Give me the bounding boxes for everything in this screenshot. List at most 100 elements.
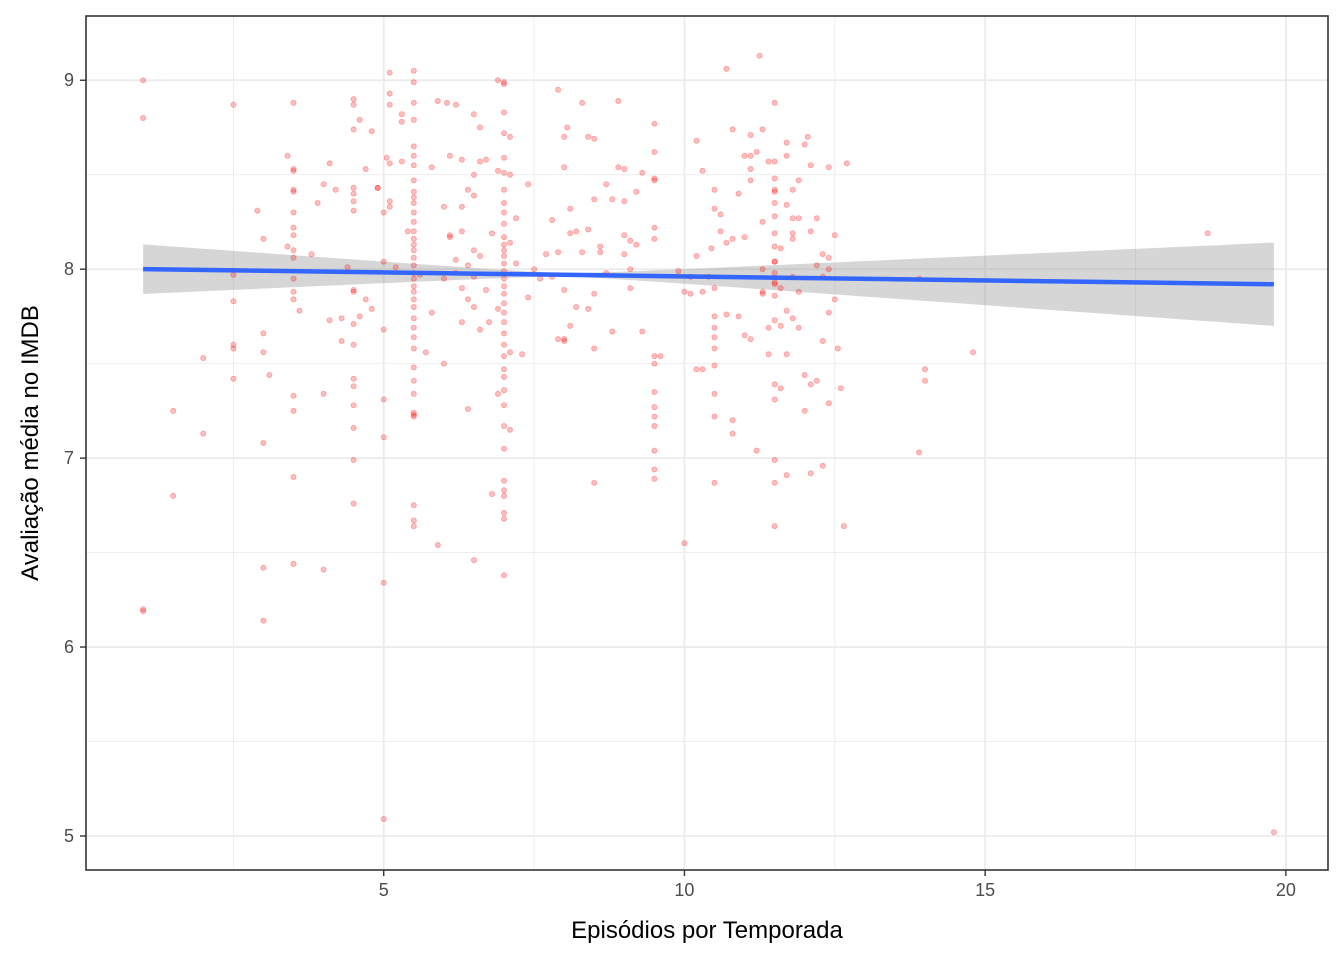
data-point (356, 313, 363, 320)
regression-line (143, 266, 1274, 287)
data-point (500, 422, 507, 429)
data-point (290, 188, 297, 195)
data-point (651, 148, 658, 155)
data-point (561, 133, 568, 140)
data-point (506, 349, 513, 356)
data-point (290, 254, 297, 261)
data-point (603, 181, 610, 188)
data-point (350, 424, 357, 431)
data-point (717, 211, 724, 218)
data-point (765, 324, 772, 331)
data-point (1270, 829, 1277, 836)
data-point (170, 407, 177, 414)
data-point (500, 275, 507, 282)
data-points (140, 52, 1277, 836)
data-point (266, 371, 273, 378)
data-point (771, 99, 778, 106)
trend-line-layer (143, 266, 1274, 287)
data-point (801, 407, 808, 414)
data-point (699, 288, 706, 295)
data-point (290, 209, 297, 216)
data-point (717, 228, 724, 235)
data-point (410, 283, 417, 290)
data-point (476, 158, 483, 165)
data-point (579, 99, 586, 106)
data-point (759, 266, 766, 273)
data-point (693, 137, 700, 144)
data-point (500, 199, 507, 206)
data-point (597, 243, 604, 250)
data-point (711, 362, 718, 369)
data-point (392, 264, 399, 271)
data-point (380, 258, 387, 265)
data-point (500, 300, 507, 307)
data-point (681, 288, 688, 295)
data-point (500, 353, 507, 360)
data-point (260, 349, 267, 356)
data-point (747, 165, 754, 172)
data-point (579, 249, 586, 256)
data-point (470, 557, 477, 564)
data-point (506, 426, 513, 433)
confidence-band (143, 242, 1274, 326)
data-point (633, 188, 640, 195)
y-axis-title: Avaliação média no IMDB (17, 305, 44, 581)
data-point (440, 275, 447, 282)
data-point (500, 79, 507, 86)
data-point (771, 175, 778, 182)
data-point (386, 198, 393, 205)
data-point (140, 606, 147, 613)
major-gridlines (86, 16, 1328, 870)
data-point (813, 377, 820, 384)
data-point (374, 184, 381, 191)
data-point (386, 69, 393, 76)
data-point (500, 366, 507, 373)
data-point (651, 177, 658, 184)
data-point (254, 207, 261, 214)
data-point (651, 360, 658, 367)
data-point (356, 116, 363, 123)
data-point (350, 341, 357, 348)
data-point (506, 239, 513, 246)
data-point (500, 109, 507, 116)
data-point (500, 154, 507, 161)
data-point (783, 307, 790, 314)
data-point (350, 184, 357, 191)
data-point (284, 152, 291, 159)
data-point (795, 215, 802, 222)
data-point (771, 281, 778, 288)
data-point (693, 252, 700, 259)
data-point (561, 337, 568, 344)
data-point (296, 307, 303, 314)
data-point (765, 351, 772, 358)
data-point (140, 115, 147, 122)
data-point (410, 116, 417, 123)
y-axis: 5 6 7 8 9 (64, 70, 86, 846)
data-point (170, 492, 177, 499)
data-point (573, 303, 580, 310)
data-point (350, 456, 357, 463)
data-point (741, 152, 748, 159)
data-point (458, 285, 465, 292)
data-point (500, 572, 507, 579)
data-point (506, 171, 513, 178)
data-point (639, 328, 646, 335)
data-point (350, 375, 357, 382)
data-point (320, 181, 327, 188)
data-point (362, 165, 369, 172)
data-point (290, 560, 297, 567)
data-point (711, 413, 718, 420)
data-point (500, 515, 507, 522)
data-point (290, 99, 297, 106)
data-point (585, 305, 592, 312)
data-point (410, 67, 417, 74)
data-point (410, 409, 417, 416)
data-point (500, 186, 507, 193)
data-point (440, 203, 447, 210)
data-point (380, 579, 387, 586)
data-point (260, 439, 267, 446)
data-point (482, 156, 489, 163)
data-point (200, 354, 207, 361)
data-point (813, 262, 820, 269)
